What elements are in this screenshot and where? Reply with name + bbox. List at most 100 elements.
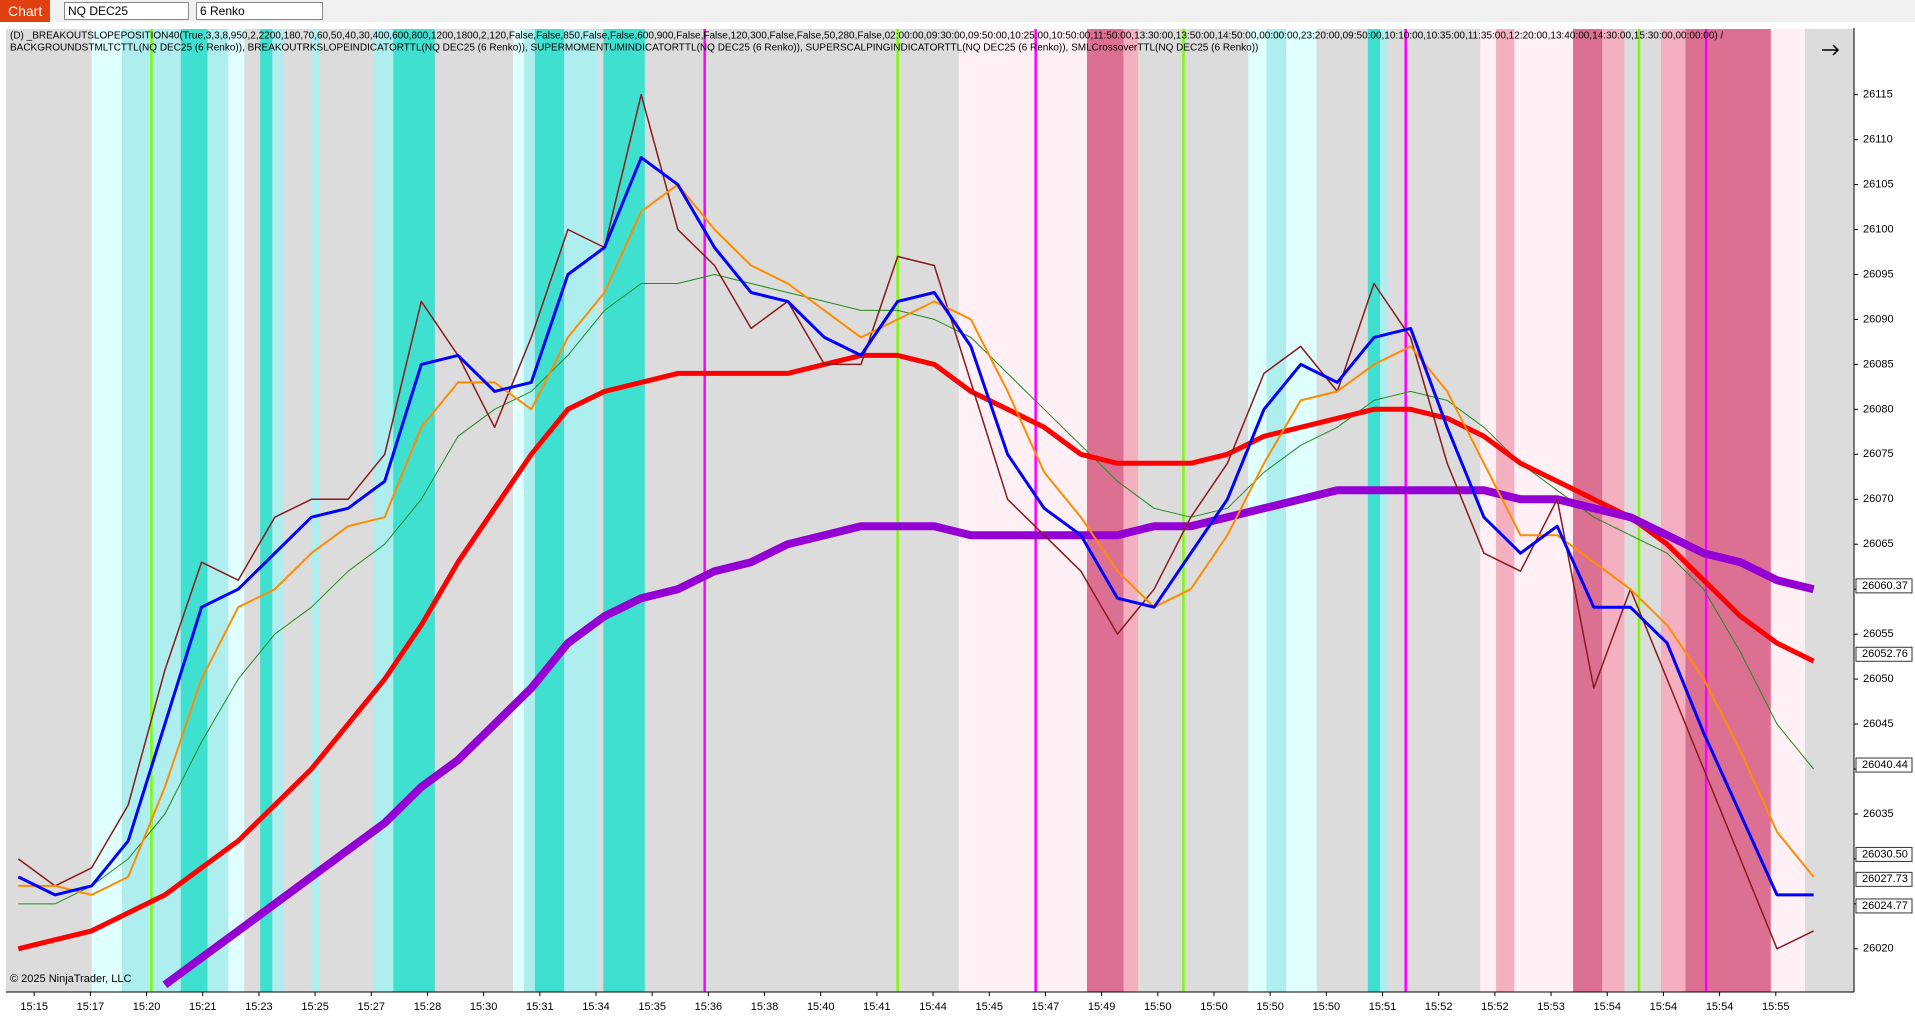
x-tick-label: 15:30 <box>470 1001 498 1013</box>
x-tick-label: 15:51 <box>1369 1001 1397 1013</box>
signal-band <box>512 29 524 992</box>
price-marker <box>1855 898 1913 914</box>
x-tick-label: 15:55 <box>1762 1001 1790 1013</box>
signal-band <box>311 29 320 992</box>
x-tick-label: 15:50 <box>1144 1001 1172 1013</box>
x-tick-label: 15:17 <box>77 1001 105 1013</box>
signal-band <box>207 29 229 992</box>
x-tick-label: 15:40 <box>807 1001 835 1013</box>
x-tick-label: 15:54 <box>1593 1001 1621 1013</box>
signal-band <box>1685 29 1771 992</box>
x-tick-label: 15:35 <box>638 1001 666 1013</box>
x-tick-label: 15:38 <box>751 1001 779 1013</box>
x-tick-label: 15:27 <box>358 1001 386 1013</box>
signal-band <box>260 29 273 992</box>
chart-tab[interactable]: Chart <box>0 0 51 22</box>
price-marker <box>1855 646 1913 662</box>
x-tick-label: 15:50 <box>1200 1001 1228 1013</box>
y-tick-label: 26110 <box>1863 134 1893 146</box>
x-tick-label: 15:21 <box>189 1001 217 1013</box>
signal-band <box>373 29 394 992</box>
y-tick-label: 26055 <box>1863 628 1894 640</box>
x-tick-label: 15:31 <box>526 1001 554 1013</box>
indicator-line <box>18 183 1815 896</box>
price-marker-label: 26052.76 <box>1862 648 1908 660</box>
price-marker-label: 26060.37 <box>1862 580 1908 592</box>
y-tick-label: 26045 <box>1863 718 1894 730</box>
signal-band <box>1770 29 1806 992</box>
x-tick-label: 15:52 <box>1425 1001 1453 1013</box>
x-tick-label: 15:44 <box>919 1001 947 1013</box>
x-tick-label: 15:53 <box>1537 1001 1565 1013</box>
x-tick-label: 15:50 <box>1313 1001 1341 1013</box>
x-tick-label: 15:45 <box>975 1001 1003 1013</box>
signal-band <box>1480 29 1497 992</box>
signal-band <box>603 29 645 992</box>
signal-band <box>1266 29 1287 992</box>
signal-band <box>91 29 123 992</box>
y-tick-label: 26020 <box>1863 943 1894 955</box>
price-marker-label: 26040.44 <box>1862 759 1908 771</box>
signal-band <box>1286 29 1317 992</box>
toolbar: Chart NQ DEC25 6 Renko <box>0 0 1915 23</box>
price-marker-label: 26030.50 <box>1862 848 1908 860</box>
x-tick-label: 15:25 <box>301 1001 329 1013</box>
signal-band <box>1496 29 1515 992</box>
signal-band <box>1035 29 1087 992</box>
signal-band <box>958 29 1036 992</box>
y-tick-label: 26100 <box>1863 223 1894 235</box>
signal-band <box>393 29 435 992</box>
y-tick-label: 26080 <box>1863 403 1894 415</box>
y-tick-label: 26090 <box>1863 313 1894 325</box>
price-marker <box>1855 757 1913 773</box>
instrument-select[interactable]: NQ DEC25 <box>64 2 189 20</box>
x-tick-label: 15:54 <box>1650 1001 1678 1013</box>
copyright: © 2025 NinjaTrader, LLC <box>10 973 131 985</box>
x-tick-label: 15:23 <box>245 1001 273 1013</box>
y-tick-label: 26070 <box>1863 493 1894 505</box>
price-marker-label: 26024.77 <box>1862 900 1908 912</box>
y-tick-label: 26085 <box>1863 358 1894 370</box>
x-tick-label: 15:15 <box>20 1001 48 1013</box>
x-tick-label: 15:20 <box>133 1001 161 1013</box>
x-tick-label: 15:50 <box>1256 1001 1284 1013</box>
price-marker <box>1855 846 1913 862</box>
y-tick-label: 26115 <box>1863 89 1893 101</box>
signal-band <box>1380 29 1388 992</box>
indicator-line <box>17 156 1814 897</box>
indicator-line <box>162 486 1815 989</box>
price-marker <box>1855 871 1913 887</box>
signal-band <box>523 29 535 992</box>
signal-band <box>534 29 565 992</box>
x-tick-label: 15:52 <box>1481 1001 1509 1013</box>
price-marker-label: 26027.73 <box>1862 873 1908 885</box>
signal-band <box>564 29 599 992</box>
x-tick-label: 15:36 <box>695 1001 723 1013</box>
x-tick-label: 15:47 <box>1032 1001 1060 1013</box>
signal-band <box>1660 29 1686 992</box>
signal-band <box>1123 29 1139 992</box>
bar-type-select[interactable]: 6 Renko <box>196 2 323 20</box>
chart: (D) _BREAKOUTSLOPEPOSITION40(True,3,3,8,… <box>0 22 1915 1022</box>
signal-band <box>1367 29 1381 992</box>
signal-band <box>1086 29 1124 992</box>
signal-band <box>180 29 208 992</box>
x-tick-label: 15:54 <box>1706 1001 1734 1013</box>
x-tick-label: 15:34 <box>582 1001 610 1013</box>
x-tick-label: 15:28 <box>414 1001 442 1013</box>
y-tick-label: 26105 <box>1863 178 1894 190</box>
signal-band <box>1514 29 1574 992</box>
scroll-arrow[interactable] <box>1822 44 1840 56</box>
y-tick-label: 26035 <box>1863 808 1894 820</box>
x-tick-label: 15:41 <box>863 1001 891 1013</box>
x-tick-label: 15:49 <box>1088 1001 1116 1013</box>
signal-band <box>228 29 245 992</box>
y-tick-label: 26065 <box>1863 538 1894 550</box>
y-tick-label: 26050 <box>1863 673 1894 685</box>
price-marker <box>1855 578 1913 594</box>
indicator-line <box>17 93 1814 950</box>
indicator-line <box>17 352 1815 952</box>
y-tick-label: 26095 <box>1863 268 1894 280</box>
signal-band <box>272 29 284 992</box>
